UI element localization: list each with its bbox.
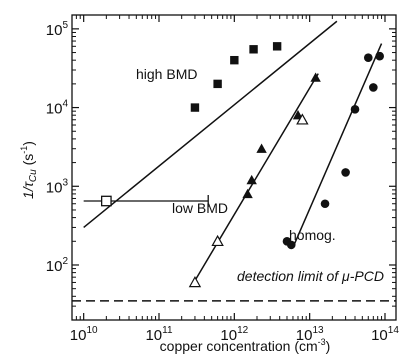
data-point-circle bbox=[341, 168, 350, 177]
x-tick-label: 1012 bbox=[220, 325, 248, 344]
x-axis-label: copper concentration (cm-3) bbox=[160, 337, 331, 354]
data-point-open-triangle bbox=[296, 113, 309, 125]
x-tick-label: 1011 bbox=[145, 325, 173, 344]
data-point-circle bbox=[320, 199, 330, 209]
y-axis-label: 1/τCu (s-1) bbox=[19, 141, 39, 199]
data-point-triangle bbox=[246, 174, 257, 185]
markers-layer bbox=[100, 42, 384, 288]
data-point-square bbox=[190, 103, 200, 112]
annotation-high-bmd: high BMD bbox=[136, 66, 197, 82]
annotation-detection-limit: detection limit of μ-PCD bbox=[237, 268, 384, 284]
fit-line bbox=[83, 20, 338, 229]
data-point-square bbox=[230, 55, 239, 65]
data-point-circle bbox=[286, 240, 296, 250]
x-tick-label: 1013 bbox=[296, 325, 324, 344]
data-point-circle bbox=[369, 83, 378, 92]
data-point-triangle bbox=[310, 72, 321, 82]
data-point-square bbox=[272, 42, 282, 51]
data-point-open-triangle bbox=[211, 234, 224, 247]
data-point-triangle bbox=[242, 188, 253, 199]
y-tick-label: 105 bbox=[46, 20, 69, 39]
x-tick-label: 1010 bbox=[70, 325, 98, 344]
data-point-square bbox=[213, 79, 222, 89]
y-tick-label: 103 bbox=[46, 177, 69, 196]
data-point-open-triangle bbox=[188, 276, 202, 288]
data-point-square bbox=[249, 45, 258, 54]
ticks-layer: 1010 1011 1012 1013 1014 102 103 104 105 bbox=[46, 15, 399, 344]
annotation-low-bmd: low BMD bbox=[172, 200, 228, 216]
y-tick-label: 104 bbox=[46, 99, 69, 118]
x-tick-label: 1014 bbox=[371, 325, 399, 344]
data-point-circle bbox=[375, 51, 384, 61]
data-point-circle bbox=[363, 53, 373, 63]
annotation-homog: homog. bbox=[289, 227, 336, 243]
data-point-circle bbox=[350, 105, 360, 114]
fit-line bbox=[193, 73, 319, 283]
fit-lines-layer bbox=[72, 20, 396, 302]
fit-line bbox=[293, 43, 383, 246]
data-point-open-square bbox=[100, 195, 112, 207]
y-tick-label: 102 bbox=[46, 256, 69, 275]
data-point-triangle bbox=[256, 143, 267, 153]
